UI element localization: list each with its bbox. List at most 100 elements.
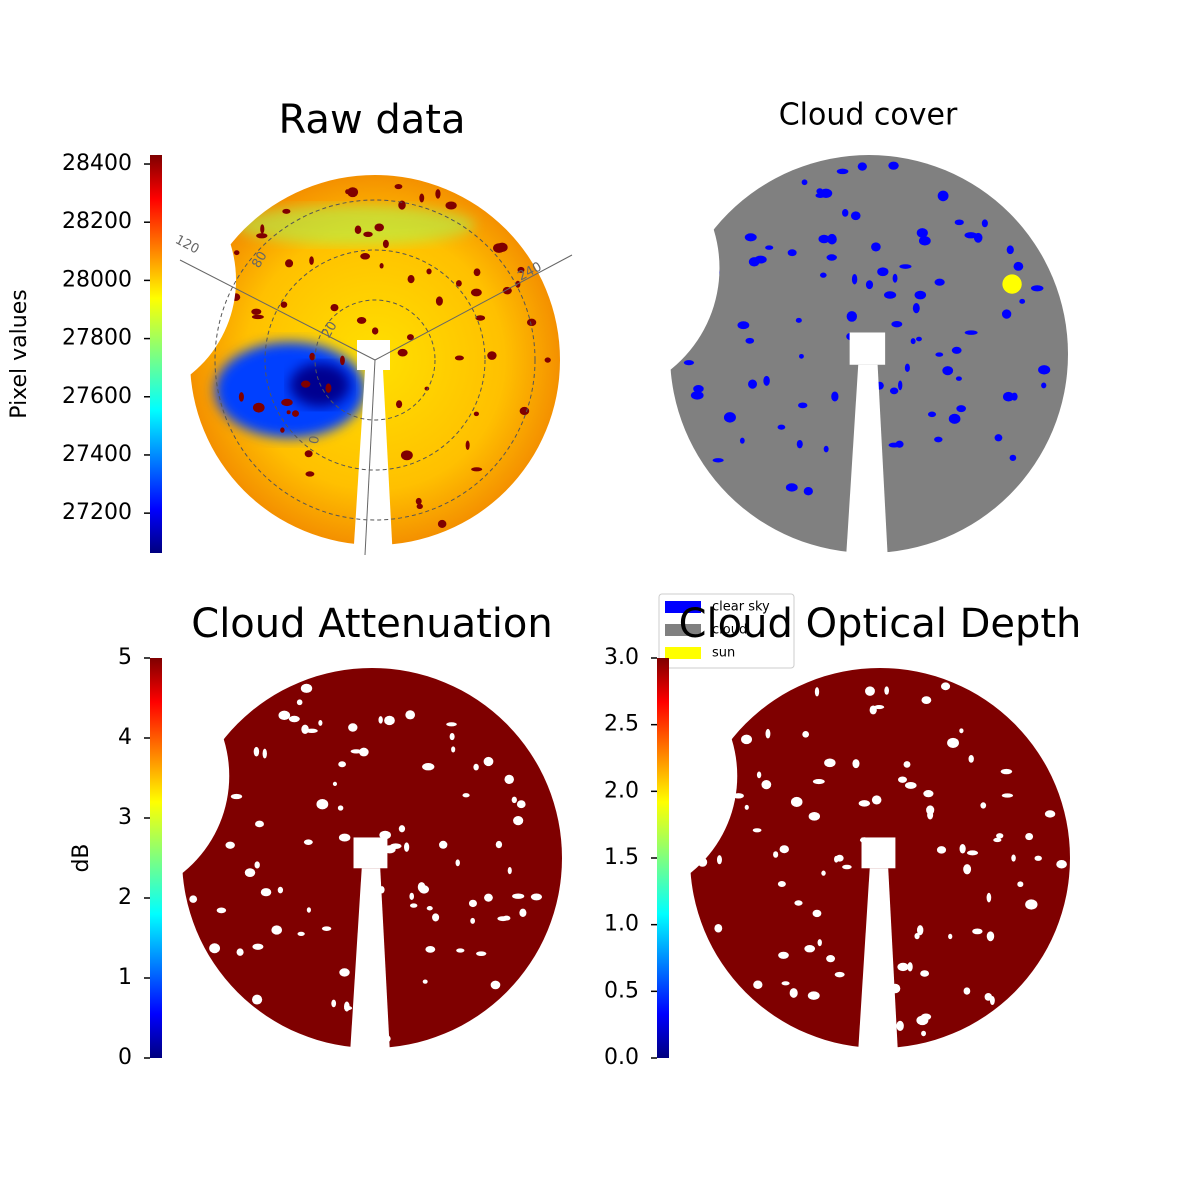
clear-sky-patch bbox=[904, 363, 910, 372]
clear-pixel bbox=[422, 762, 435, 771]
hot-pixel bbox=[454, 355, 464, 361]
hot-pixel bbox=[407, 275, 415, 284]
clear-pixel bbox=[230, 793, 243, 800]
clear-pixel bbox=[519, 908, 527, 918]
clear-pixel bbox=[384, 715, 395, 726]
clear-sky-patch bbox=[798, 402, 808, 409]
sky-disk bbox=[190, 175, 560, 545]
clear-pixel bbox=[530, 893, 543, 901]
hot-pixel bbox=[256, 233, 268, 239]
sky-disk bbox=[653, 138, 1085, 570]
clear-pixel bbox=[923, 790, 934, 798]
clear-pixel bbox=[980, 802, 987, 809]
sky-image bbox=[166, 652, 578, 1064]
hot-pixel bbox=[325, 383, 332, 393]
clear-pixel bbox=[337, 805, 344, 811]
clear-pixel bbox=[513, 815, 524, 826]
hot-pixel bbox=[519, 406, 530, 416]
hot-pixel bbox=[395, 400, 403, 409]
hot-pixel bbox=[356, 317, 367, 324]
polar-ring bbox=[264, 249, 486, 471]
sky-disk bbox=[166, 652, 578, 1064]
clear-sky-patch bbox=[916, 336, 922, 342]
clear-pixel bbox=[914, 933, 920, 940]
clear-pixel bbox=[296, 699, 303, 706]
hot-pixel bbox=[544, 357, 551, 363]
hot-pixel bbox=[251, 308, 262, 315]
clear-pixel bbox=[303, 839, 313, 845]
clear-pixel bbox=[826, 955, 836, 963]
clear-pixel bbox=[338, 761, 346, 768]
clear-pixel bbox=[858, 800, 871, 807]
clear-pixel bbox=[297, 931, 305, 936]
hot-pixel bbox=[371, 327, 379, 335]
clear-pixel bbox=[446, 722, 457, 727]
clear-pixel bbox=[495, 840, 503, 849]
hot-pixel bbox=[394, 183, 403, 190]
clear-sky-patch bbox=[1009, 454, 1017, 462]
hot-pixel bbox=[281, 398, 293, 407]
clear-pixel bbox=[1056, 860, 1067, 869]
clear-pixel bbox=[255, 820, 264, 828]
hot-pixel bbox=[309, 352, 316, 361]
hot-pixel bbox=[455, 280, 462, 287]
colorbar-tick-label: 0.5 bbox=[604, 978, 639, 1003]
hot-pixel bbox=[398, 200, 406, 210]
colorbar-label: Pixel values bbox=[7, 289, 32, 418]
clear-pixel bbox=[959, 728, 964, 734]
clear-pixel bbox=[871, 795, 882, 805]
legend-label: cloud bbox=[712, 623, 747, 638]
clear-sky-patch bbox=[831, 391, 839, 402]
colorbar-tick-label: 3 bbox=[118, 805, 132, 830]
clear-sky-patch bbox=[842, 208, 849, 217]
colorbar bbox=[150, 155, 162, 553]
clear-pixel bbox=[216, 907, 227, 914]
clear-sky-patch bbox=[877, 267, 889, 277]
sky-disk bbox=[674, 652, 1086, 1064]
clear-sky-patch bbox=[818, 234, 830, 244]
hot-pixel bbox=[406, 334, 414, 341]
clear-pixel bbox=[807, 991, 820, 1000]
clear-sky-patch bbox=[889, 387, 899, 395]
clear-pixel bbox=[821, 870, 826, 876]
clear-pixel bbox=[812, 778, 825, 785]
clear-sky-patch bbox=[863, 441, 874, 450]
clear-pixel bbox=[972, 928, 983, 935]
clear-pixel bbox=[903, 761, 911, 768]
hot-pixel bbox=[400, 450, 413, 461]
clear-sky-patch bbox=[712, 458, 724, 463]
clear-sky-patch bbox=[883, 291, 897, 299]
hot-pixel bbox=[435, 296, 443, 306]
clear-pixel bbox=[777, 881, 786, 887]
clear-pixel bbox=[741, 734, 752, 745]
clear-sky-patch bbox=[954, 219, 964, 226]
panel-title: Cloud Optical Depth bbox=[679, 601, 1082, 647]
clear-sky-patch bbox=[700, 259, 708, 264]
clear-pixel bbox=[779, 845, 789, 854]
clear-pixel bbox=[451, 746, 456, 753]
clear-pixel bbox=[476, 951, 487, 957]
clear-pixel bbox=[802, 730, 810, 738]
clear-pixel bbox=[209, 943, 221, 954]
hot-pixel bbox=[487, 351, 497, 360]
clear-pixel bbox=[859, 837, 869, 843]
colorbar-tick-label: 2 bbox=[118, 885, 132, 910]
clear-pixel bbox=[497, 916, 509, 922]
colorbar-tick-label: 0.0 bbox=[604, 1045, 639, 1070]
clear-sky-patch bbox=[826, 254, 837, 261]
hot-pixel bbox=[292, 410, 299, 417]
clear-sky-patch bbox=[981, 219, 988, 228]
hot-pixel bbox=[376, 360, 386, 366]
clear-sky-patch bbox=[1001, 309, 1012, 319]
clear-sky-patch bbox=[693, 385, 704, 393]
legend-swatch bbox=[665, 624, 701, 636]
colorbar-label: dB bbox=[69, 843, 94, 872]
clear-pixel bbox=[936, 846, 947, 854]
clear-pixel bbox=[278, 710, 291, 721]
clear-sky-patch bbox=[827, 233, 837, 245]
clear-pixel bbox=[761, 780, 772, 790]
clear-pixel bbox=[456, 948, 465, 953]
hot-pixel bbox=[415, 497, 422, 505]
clear-pixel bbox=[417, 882, 426, 892]
clear-pixel bbox=[358, 747, 369, 757]
